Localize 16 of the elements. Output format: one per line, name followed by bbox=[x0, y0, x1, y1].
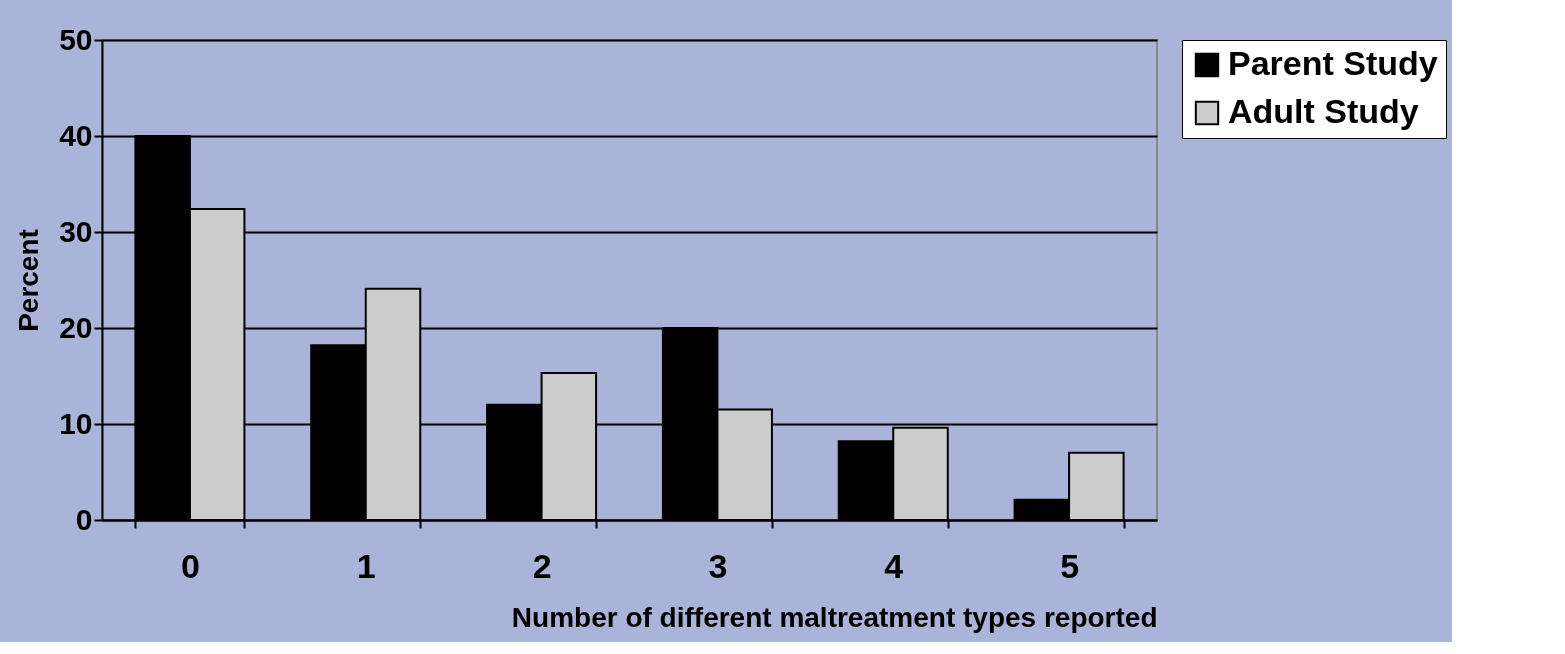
x-tick-label: 1 bbox=[356, 546, 376, 585]
legend-label: Adult Study bbox=[1228, 92, 1419, 130]
x-tick-label: 4 bbox=[884, 546, 904, 585]
x-tick-label: 3 bbox=[708, 546, 728, 585]
y-axis-title: Percent bbox=[13, 229, 45, 332]
y-tick-label: 50 bbox=[59, 22, 93, 56]
y-tick-label: 40 bbox=[59, 118, 93, 152]
y-tick-label: 20 bbox=[59, 310, 93, 344]
x-tick-label: 2 bbox=[532, 546, 552, 585]
x-tick-label: 0 bbox=[180, 546, 200, 585]
x-tick-label: 5 bbox=[1060, 546, 1080, 585]
y-tick-label: 30 bbox=[59, 214, 93, 248]
y-tick-label: 0 bbox=[75, 502, 93, 536]
x-axis-title: Number of different maltreatment types reported bbox=[511, 601, 1158, 633]
legend-label: Parent Study bbox=[1228, 44, 1438, 82]
y-tick-label: 10 bbox=[59, 406, 93, 440]
